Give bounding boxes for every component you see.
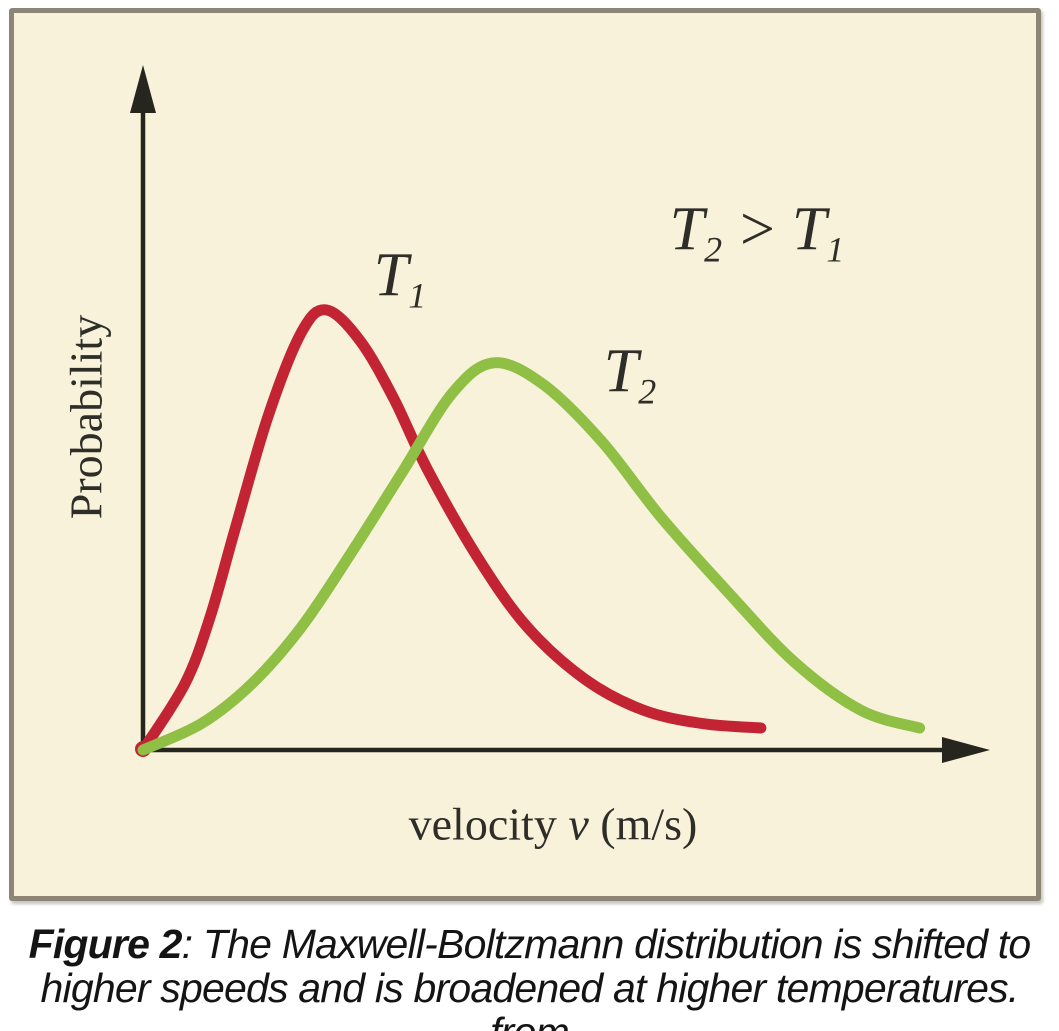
t1-symbol: T bbox=[373, 241, 409, 310]
y-axis-arrow-icon bbox=[130, 65, 156, 113]
curve-t2 bbox=[137, 357, 926, 756]
x-axis-arrow-icon bbox=[942, 737, 990, 763]
x-label-prefix: velocity bbox=[408, 798, 557, 850]
caption-line-1: Figure 2: The Maxwell-Boltzmann distribu… bbox=[0, 922, 1059, 966]
t2-subscript: 2 bbox=[638, 371, 657, 412]
x-label-variable: v bbox=[568, 798, 589, 850]
greater-than-sign: > bbox=[736, 195, 778, 264]
figure-number-label: Figure 2 bbox=[28, 921, 183, 967]
curve-t1 bbox=[137, 304, 767, 756]
curve-label-t1: T1 bbox=[373, 241, 427, 316]
chart-panel bbox=[9, 8, 1041, 901]
ineq-left-symbol: T bbox=[669, 195, 705, 264]
x-label-suffix: (m/s) bbox=[600, 798, 698, 850]
t2-symbol: T bbox=[603, 337, 639, 406]
t1-subscript: 1 bbox=[408, 275, 427, 316]
x-axis-label: velocity v (m/s) bbox=[409, 798, 698, 851]
curve-label-t2: T2 bbox=[603, 337, 657, 412]
temperature-inequality: T2 > T1 bbox=[669, 195, 845, 270]
ineq-right-subscript: 1 bbox=[826, 229, 845, 270]
maxwell-boltzmann-chart bbox=[130, 65, 990, 763]
ineq-right-symbol: T bbox=[791, 195, 827, 264]
ineq-left-subscript: 2 bbox=[704, 229, 723, 270]
caption-line-1-text: : The Maxwell-Boltzmann distribution is … bbox=[181, 921, 1032, 967]
figure-caption: Figure 2: The Maxwell-Boltzmann distribu… bbox=[0, 922, 1059, 1031]
distribution-curves bbox=[137, 304, 926, 756]
y-axis-label: Probability bbox=[60, 314, 112, 520]
caption-line-2: higher speeds and is broadened at higher… bbox=[40, 965, 1020, 1031]
